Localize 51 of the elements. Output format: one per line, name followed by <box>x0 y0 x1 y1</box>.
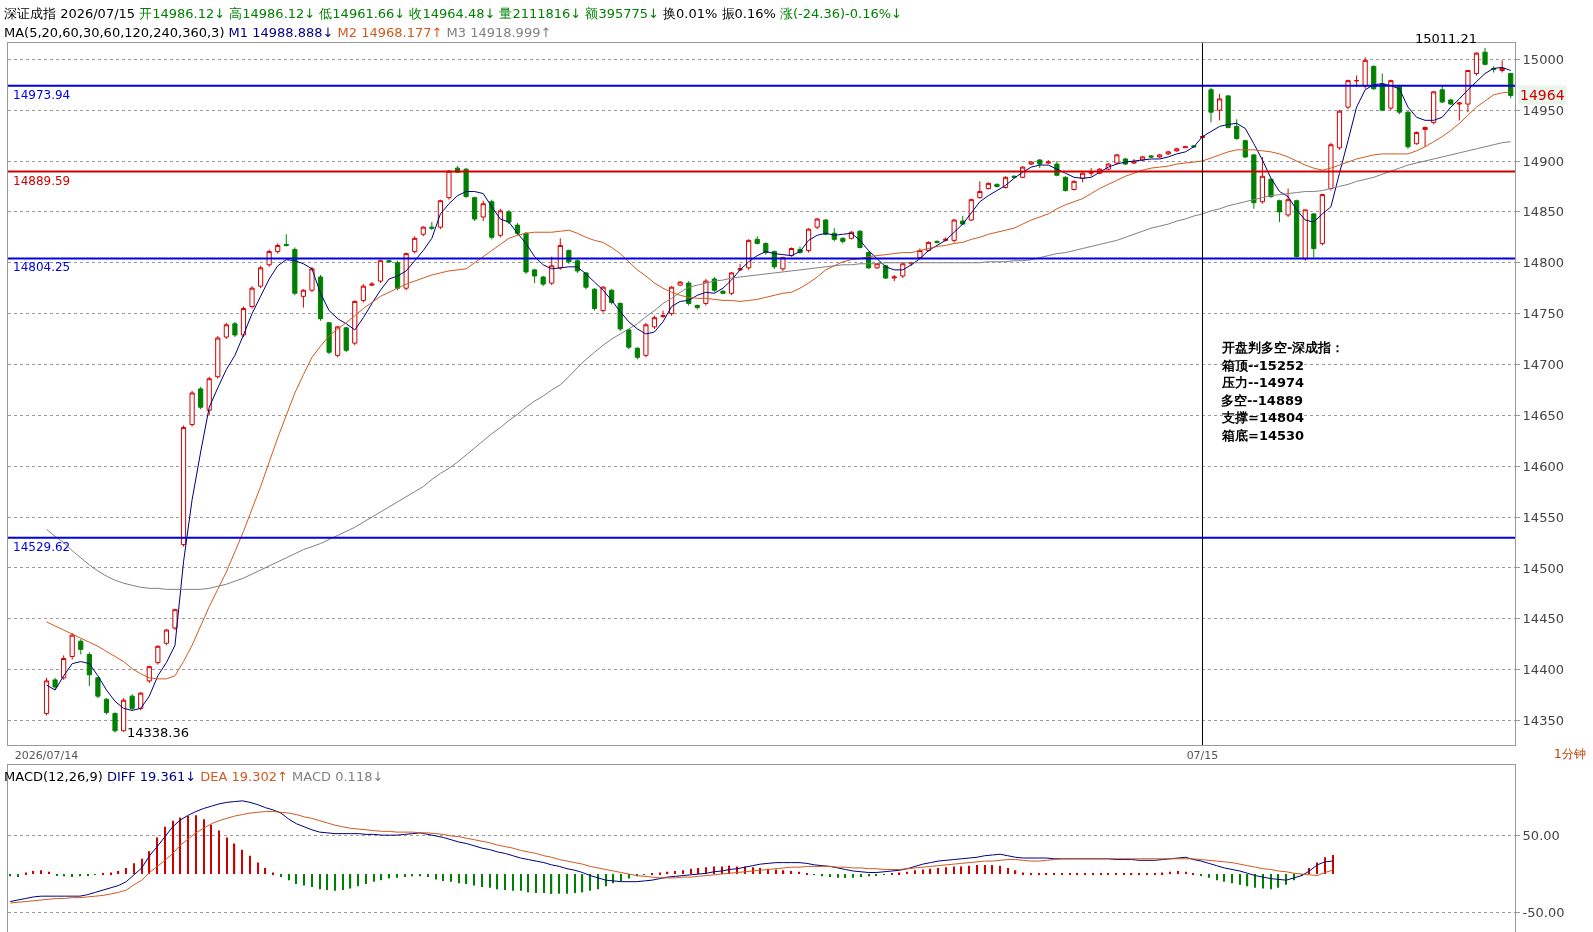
annotation: MACD(12,26,9) <box>4 769 103 784</box>
text: 量2111816↓ <box>499 6 582 21</box>
y-tick-label: 14800 <box>1522 255 1564 271</box>
y-tick-label: 14750 <box>1522 306 1564 322</box>
text: 低14961.66↓ <box>319 6 406 21</box>
y-tick-label: 14650 <box>1522 407 1564 423</box>
y-tick-label: 15000 <box>1522 51 1564 67</box>
x-tick-label: 2026/07/14 <box>14 749 79 763</box>
annotation: 箱顶--15252 <box>1221 358 1305 373</box>
ref-line-label: 14889.59 <box>13 174 71 188</box>
y-tick-label: 14900 <box>1522 153 1564 169</box>
annotation: 开盘判多空-深成指： <box>1221 340 1345 355</box>
text: 高14986.12↓ <box>229 6 316 21</box>
ref-line-label: 14804.25 <box>13 260 71 274</box>
text: MA(5,20,60,30,60,120,240,360,3) <box>4 25 225 40</box>
ref-line-label: 14529.62 <box>13 540 71 554</box>
text: 额395775↓ <box>585 6 659 21</box>
y-tick-label: 14850 <box>1522 204 1564 220</box>
annotation: 14338.36 <box>127 725 190 740</box>
text: 2026/07/15 <box>60 6 136 21</box>
y-tick-label: 14350 <box>1522 713 1564 729</box>
y-tick-label: 14550 <box>1522 509 1564 525</box>
annotation: DEA 19.302↑ <box>200 769 288 784</box>
text: M3 14918.999↑ <box>446 25 552 40</box>
y-tick-label: 14450 <box>1522 611 1564 627</box>
text: M1 14988.888↓ <box>228 25 334 40</box>
text: 1分钟 <box>1554 747 1586 761</box>
x-tick-label: 07/15 <box>1186 749 1219 763</box>
annotation: DIFF 19.361↓ <box>106 769 197 784</box>
text: 振0.16% <box>721 6 776 21</box>
annotation: 箱底=14530 <box>1221 428 1305 443</box>
text: 涨(-24.36)-0.16%↓ <box>779 6 902 21</box>
text: 14964 <box>1520 87 1565 103</box>
text: 深证成指 <box>4 6 56 21</box>
text: 开14986.12↓ <box>139 6 226 21</box>
ref-line-label: 14973.94 <box>13 88 71 102</box>
y-tick-label: 50.00 <box>1522 828 1560 844</box>
annotation: 多空--14889 <box>1221 393 1304 408</box>
y-tick-label: 14500 <box>1522 560 1564 576</box>
annotation: 压力--14974 <box>1221 375 1305 390</box>
text: M2 14968.177↑ <box>337 25 443 40</box>
annotation: 支撑=14804 <box>1221 410 1305 425</box>
y-tick-label: 14950 <box>1522 102 1564 118</box>
annotation: MACD 0.118↓ <box>292 769 384 784</box>
annotation: 15011.21 <box>1415 31 1478 46</box>
y-tick-label: 14400 <box>1522 662 1564 678</box>
text: 换0.01% <box>663 6 718 21</box>
y-tick-label: -50.00 <box>1522 904 1565 920</box>
y-tick-label: 14600 <box>1522 458 1564 474</box>
text: 收14964.48↓ <box>409 6 496 21</box>
y-tick-label: 14700 <box>1522 357 1564 373</box>
